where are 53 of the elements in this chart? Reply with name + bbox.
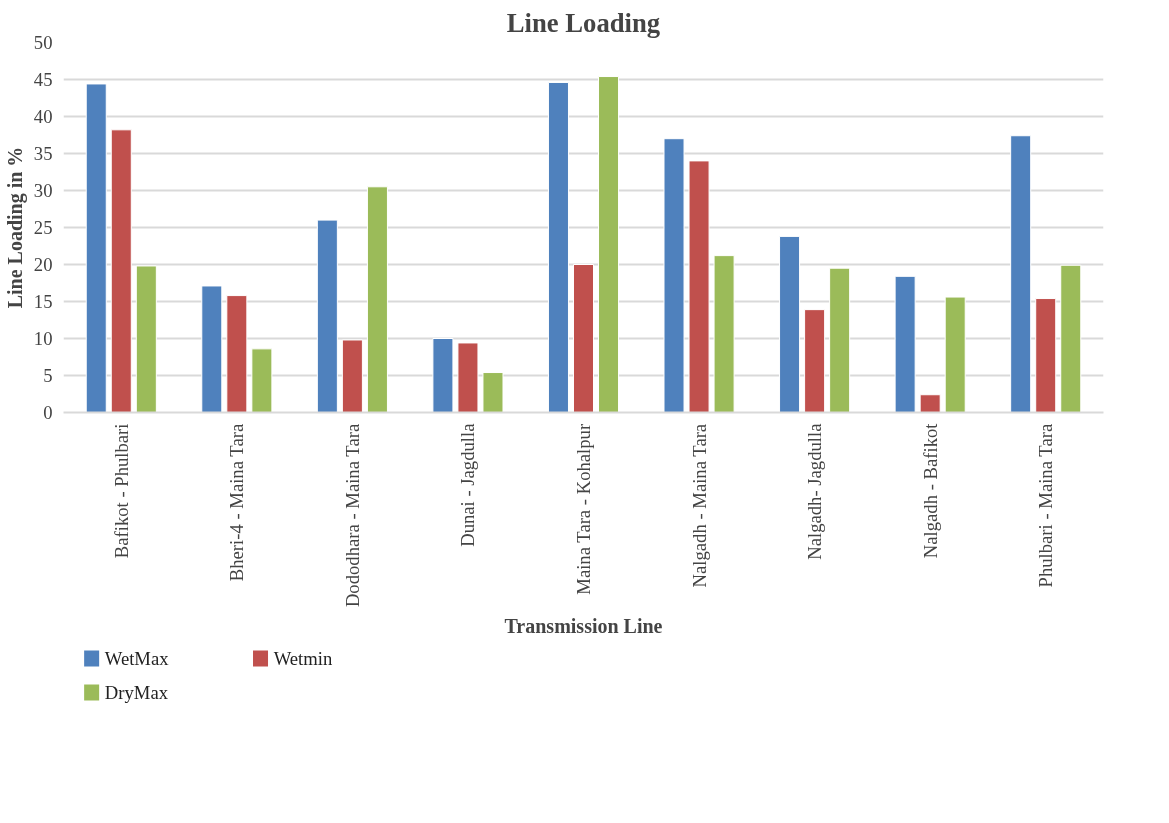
y-tick-label: 15 [33, 291, 53, 312]
chart-title: Line Loading [506, 7, 661, 38]
bar [779, 235, 801, 413]
bar [944, 296, 966, 413]
y-tick-label: 30 [33, 180, 53, 201]
y-axis-title: Line Loading in % [3, 146, 27, 309]
bar [457, 342, 479, 413]
bar [713, 255, 735, 413]
bar [1035, 298, 1057, 413]
bar [85, 83, 107, 413]
x-tick-label: Nalgadh- Jagdulla [804, 422, 826, 560]
x-tick-label: Nalgadh - Maina Tara [688, 423, 710, 588]
bar [547, 81, 569, 413]
y-tick-label: 20 [33, 254, 53, 275]
y-tick-label: 0 [43, 402, 53, 423]
y-tick-label: 40 [33, 106, 53, 127]
legend-label: DryMax [104, 682, 169, 703]
x-tick-label: Bafikot - Phulbari [110, 423, 132, 559]
x-tick-label: Dododhara - Maina Tara [341, 423, 363, 608]
y-tick-label: 5 [43, 365, 53, 386]
bar [201, 285, 223, 413]
bar [598, 76, 620, 413]
bar [316, 219, 338, 413]
bar [135, 265, 157, 413]
bar [919, 394, 941, 413]
x-tick-label: Bheri-4 - Maina Tara [226, 423, 248, 582]
x-axis-title: Transmission Line [504, 615, 663, 638]
y-tick-label: 45 [33, 69, 53, 90]
x-tick-label: Maina Tara - Kohalpur [573, 423, 594, 595]
bar [804, 309, 826, 413]
legend-label: WetMax [104, 648, 170, 669]
bar [432, 338, 454, 413]
bar [251, 348, 273, 413]
bar [341, 339, 363, 413]
legend-label: Wetmin [273, 648, 333, 669]
bar [572, 264, 595, 413]
bar [482, 372, 504, 413]
x-tick-label: Nalgadh - Bafikot [919, 422, 941, 559]
bar [688, 160, 710, 413]
bar [894, 275, 916, 413]
x-tick-label: Phulbari - Maina Tara [1035, 423, 1057, 588]
bar [663, 138, 685, 413]
bar [1060, 264, 1082, 413]
bar [110, 129, 132, 413]
y-tick-label: 35 [33, 143, 53, 164]
y-tick-label: 25 [33, 217, 53, 238]
y-tick-label: 50 [33, 32, 53, 53]
bar [226, 295, 248, 413]
bar [829, 267, 851, 413]
bar [1010, 135, 1032, 413]
bar [366, 186, 388, 413]
y-tick-label: 10 [33, 328, 53, 349]
x-tick-label: Dunai - Jagdulla [457, 422, 479, 547]
